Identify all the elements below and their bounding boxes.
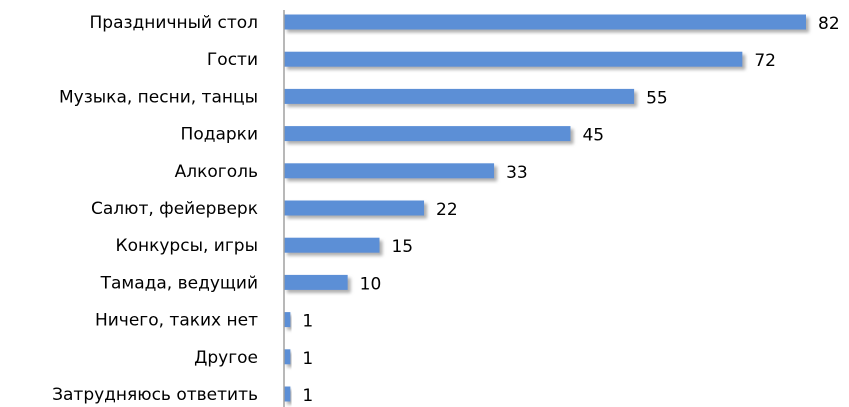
bar [284, 386, 291, 402]
bar [284, 349, 291, 365]
bar [284, 51, 743, 67]
bar [284, 163, 495, 179]
bar [284, 312, 291, 328]
category-label: Музыка, песни, танцы [59, 87, 258, 107]
value-label: 1 [302, 312, 313, 332]
category-label: Тамада, ведущий [100, 273, 258, 293]
category-label: Подарки [181, 125, 258, 145]
category-label: Конкурсы, игры [116, 236, 258, 256]
category-label: Праздничный стол [90, 13, 259, 33]
value-label: 10 [360, 274, 382, 294]
category-label: Ничего, таких нет [95, 311, 258, 331]
bar [284, 274, 348, 290]
category-label: Алкоголь [175, 162, 258, 182]
labels-layer: Праздничный стол 82 Гости 72 Музыка, песни, … [52, 13, 840, 406]
value-label: 55 [646, 88, 668, 108]
category-label: Другое [194, 348, 258, 368]
value-label: 1 [302, 349, 313, 369]
category-label: Затрудняюсь ответить [52, 385, 258, 405]
bar [284, 200, 425, 216]
bars-layer [284, 14, 806, 402]
value-label: 33 [506, 163, 528, 183]
value-label: 82 [818, 14, 840, 34]
bar [284, 237, 380, 253]
value-label: 72 [754, 51, 776, 71]
value-label: 22 [436, 200, 458, 220]
category-label: Гости [207, 50, 258, 70]
value-label: 1 [302, 386, 313, 406]
bar [284, 88, 635, 104]
category-label: Салют, фейерверк [91, 199, 258, 219]
value-label: 45 [582, 126, 604, 146]
value-label: 15 [391, 237, 413, 257]
bar [284, 126, 571, 142]
bar [284, 14, 806, 30]
